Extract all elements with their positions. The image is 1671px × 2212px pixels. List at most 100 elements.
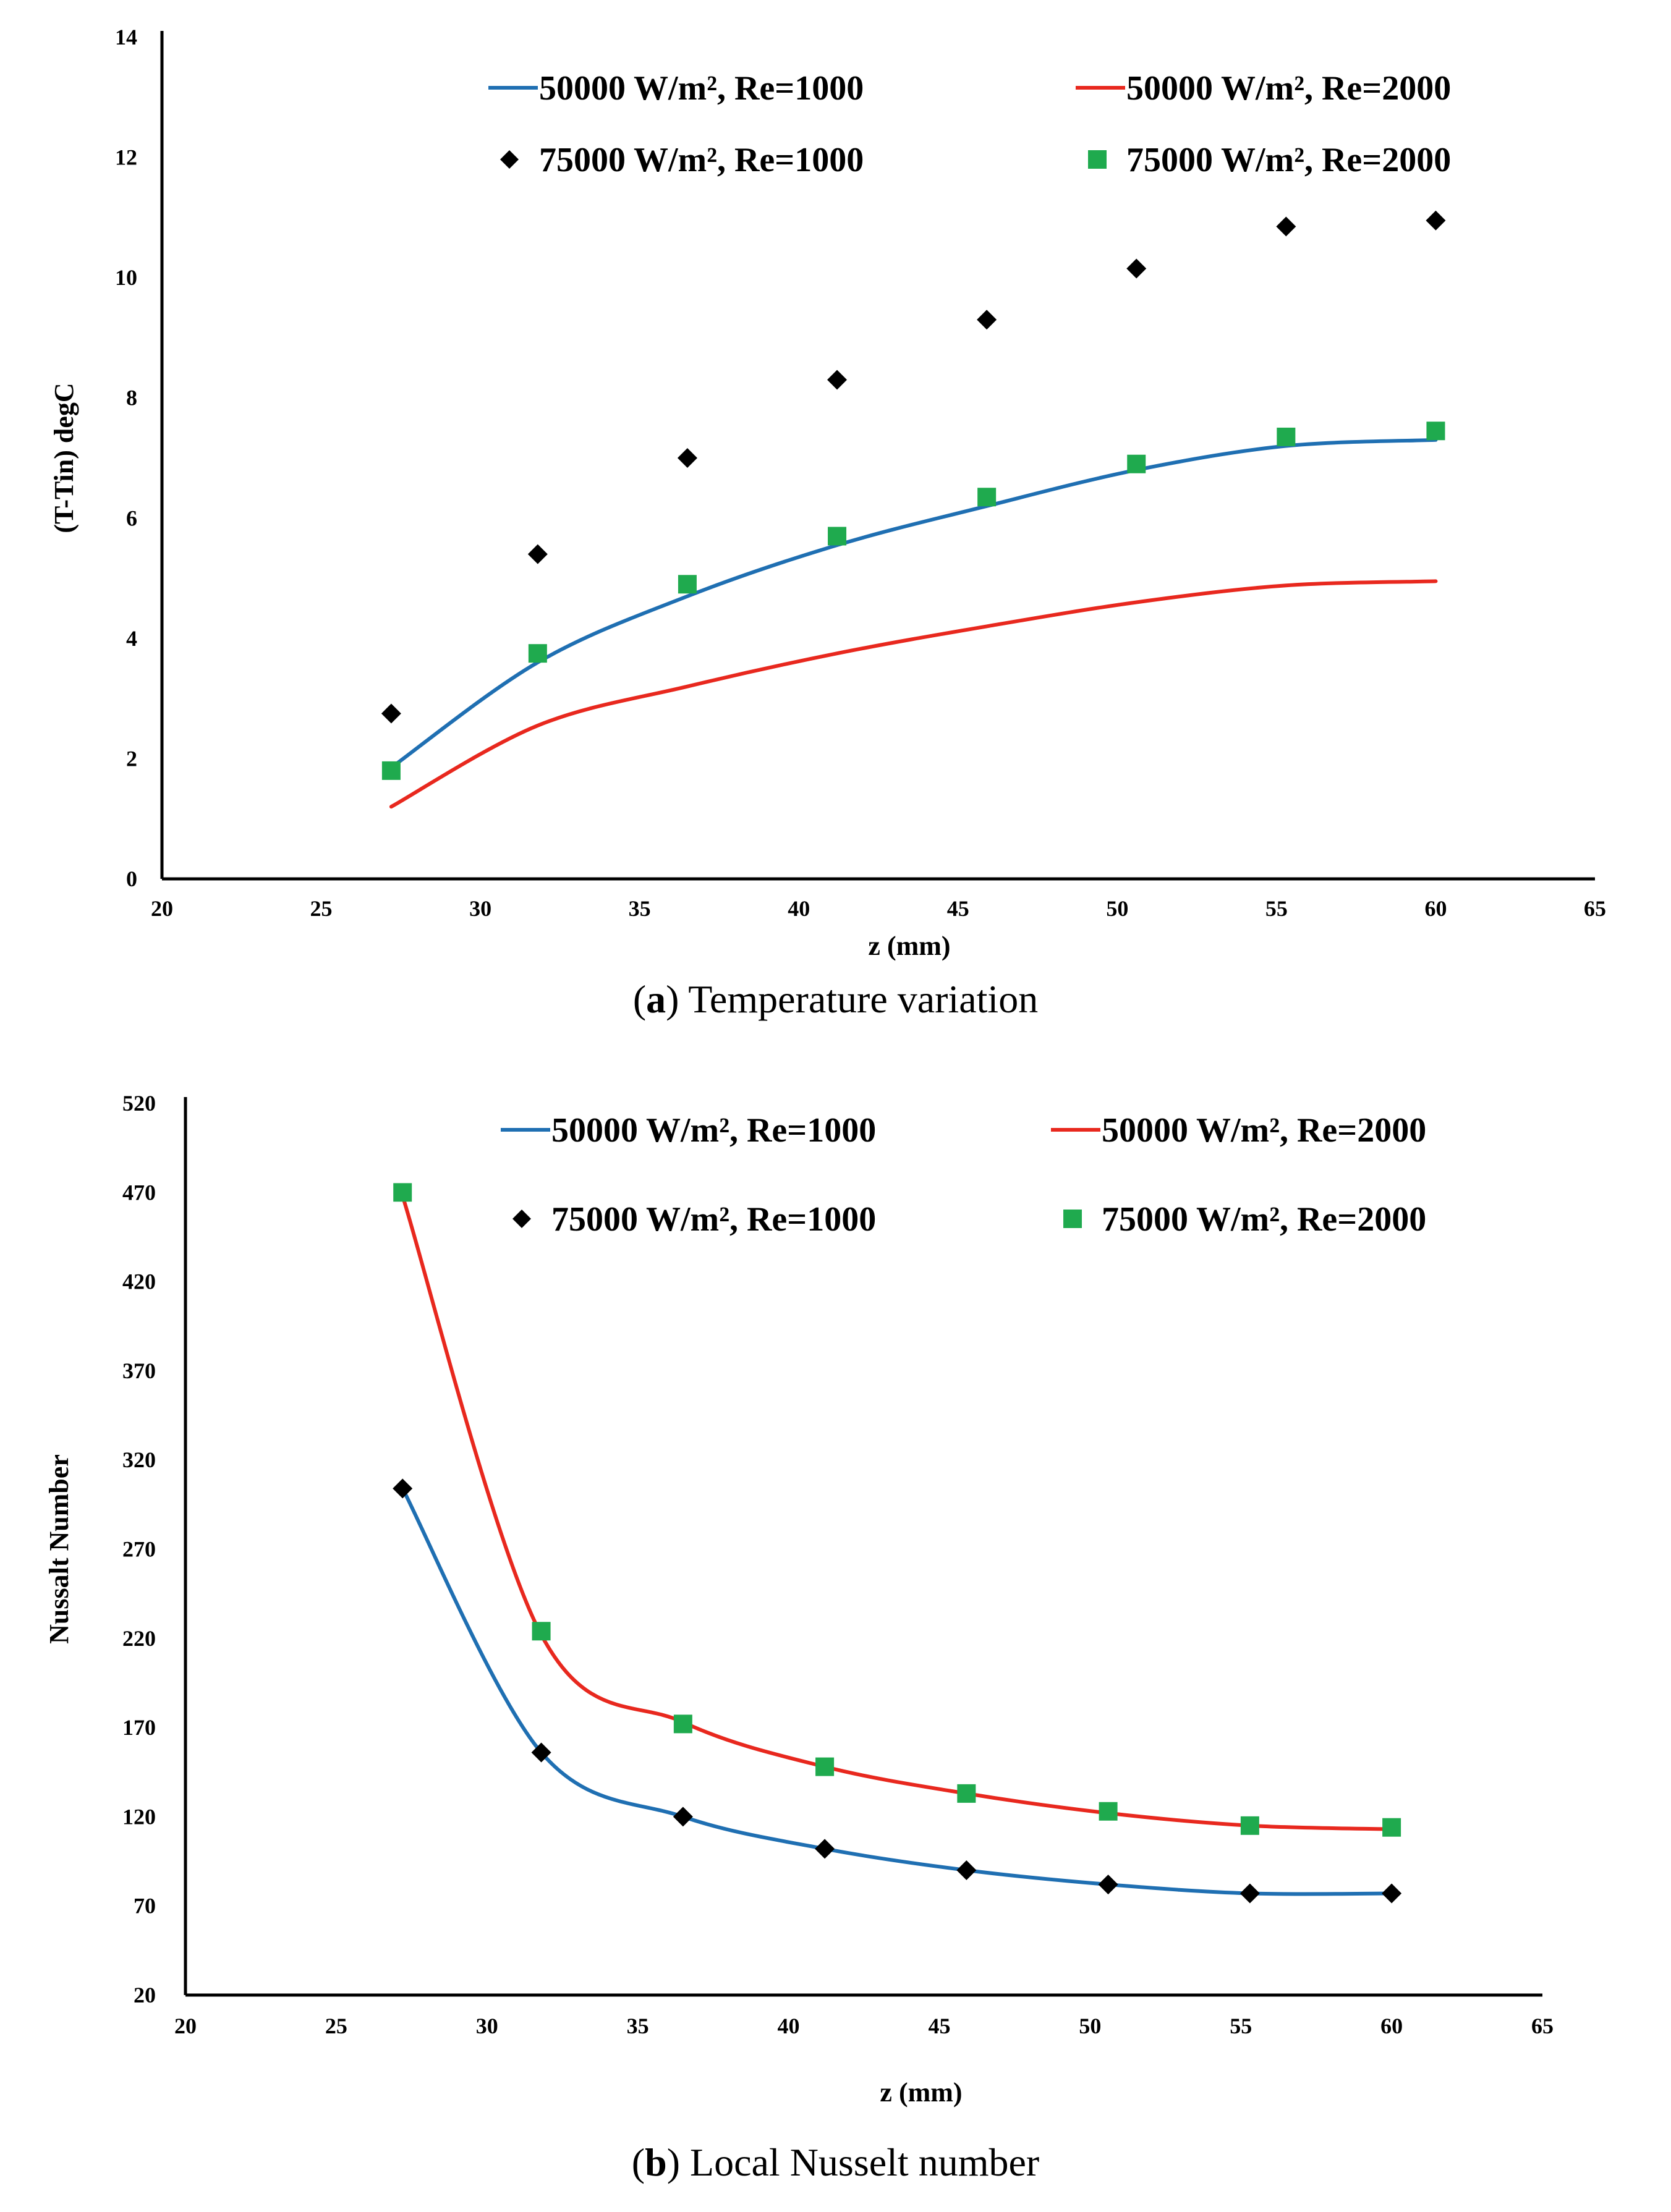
data-point-square <box>1240 1816 1259 1835</box>
y-tick-label: 10 <box>115 265 137 290</box>
series-line <box>389 438 1438 770</box>
y-axis-label: (T-Tin) degC <box>49 383 79 533</box>
legend-label: 50000 W/m², Re=1000 <box>551 1111 876 1150</box>
legend-label: 50000 W/m², Re=1000 <box>539 69 864 108</box>
data-point-diamond <box>1276 216 1296 237</box>
data-point-diamond <box>527 544 548 564</box>
y-axis-label: Nussalt Number <box>44 1454 74 1644</box>
data-point-diamond <box>1126 258 1147 279</box>
y-tick-label: 370 <box>122 1358 156 1383</box>
data-point-diamond <box>815 1839 835 1859</box>
x-tick-label: 25 <box>310 896 333 921</box>
x-tick-label: 65 <box>1531 2014 1554 2038</box>
x-axis-label: z (mm) <box>880 2077 962 2108</box>
x-tick-label: 45 <box>947 896 969 921</box>
figure-a: 20 25 30 35 40 45 50 55 60 65 0 2 4 6 8 10 12 14 z (mm) (T-… <box>0 0 1671 1051</box>
x-tick-label: 60 <box>1424 896 1447 921</box>
x-tick-label: 60 <box>1380 2014 1403 2038</box>
y-tick-label: 12 <box>115 145 137 170</box>
data-point-square <box>1127 454 1146 473</box>
y-tick-label: 270 <box>122 1537 156 1562</box>
y-tick-label: 220 <box>122 1626 156 1651</box>
series-line <box>389 579 1438 809</box>
data-point-diamond <box>531 1742 551 1763</box>
y-tick-label: 70 <box>134 1894 156 1918</box>
legend-swatch-square <box>1063 1210 1082 1228</box>
x-axis-label: z (mm) <box>868 931 950 961</box>
y-tick-label: 14 <box>115 25 137 49</box>
y-tick-label: 4 <box>126 626 137 651</box>
data-point-square <box>815 1757 835 1776</box>
legend-swatch-diamond <box>512 1210 531 1228</box>
x-tick-label: 55 <box>1230 2014 1252 2038</box>
data-point-square <box>1277 427 1296 446</box>
x-tick-label: 30 <box>476 2014 498 2038</box>
legend-swatch-diamond <box>500 150 519 169</box>
data-point-square <box>1382 1818 1401 1837</box>
legend-label: 50000 W/m², Re=2000 <box>1126 69 1451 108</box>
x-tick-label: 40 <box>778 2014 800 2038</box>
y-tick-label: 2 <box>126 746 137 771</box>
data-point-square <box>678 575 697 594</box>
data-point-diamond <box>1098 1875 1118 1895</box>
chart-b-svg: 20 25 30 35 40 45 50 55 60 65 20 70 120 170 220 270 320 3… <box>44 1091 1554 2108</box>
data-point-square <box>532 1622 551 1641</box>
data-point-diamond <box>827 370 848 390</box>
data-point-diamond <box>677 448 697 468</box>
x-tick-label: 20 <box>151 896 173 921</box>
y-tick-label: 320 <box>122 1447 156 1472</box>
y-tick-label: 420 <box>122 1269 156 1294</box>
data-point-diamond <box>673 1807 693 1827</box>
data-point-square <box>381 761 401 780</box>
x-tick-label: 35 <box>629 896 651 921</box>
x-tick-label: 40 <box>788 896 810 921</box>
caption-a-letter: a <box>646 977 666 1021</box>
y-tick-label: 470 <box>122 1180 156 1205</box>
data-point-diamond <box>1239 1883 1260 1904</box>
data-point-diamond <box>977 310 997 330</box>
chart-a-svg: 20 25 30 35 40 45 50 55 60 65 0 2 4 6 8 10 12 14 z (mm) (T-… <box>49 25 1606 961</box>
x-tick-label: 50 <box>1079 2014 1101 2038</box>
series-line <box>401 1194 1394 1831</box>
y-tick-label: 6 <box>126 506 137 530</box>
data-point-square <box>1099 1802 1118 1821</box>
legend-label: 75000 W/m², Re=2000 <box>1102 1200 1426 1239</box>
x-tick-label: 55 <box>1265 896 1288 921</box>
x-tick-label: 35 <box>627 2014 649 2038</box>
data-point-square <box>393 1183 412 1202</box>
y-tick-label: 170 <box>122 1715 156 1740</box>
legend-label: 75000 W/m², Re=1000 <box>539 141 864 179</box>
legend-label: 75000 W/m², Re=1000 <box>551 1200 876 1239</box>
series-line <box>401 1486 1394 1896</box>
y-tick-label: 120 <box>122 1804 156 1829</box>
data-point-square <box>1426 422 1445 441</box>
caption-b-text: Local Nusselt number <box>690 2140 1040 2184</box>
data-point-diamond <box>956 1860 977 1880</box>
caption-b-letter: b <box>645 2140 667 2184</box>
legend-label: 50000 W/m², Re=2000 <box>1102 1111 1426 1150</box>
x-tick-label: 20 <box>174 2014 197 2038</box>
y-tick-label: 520 <box>122 1091 156 1116</box>
x-tick-label: 30 <box>469 896 491 921</box>
data-point-diamond <box>1382 1883 1402 1904</box>
x-tick-label: 45 <box>928 2014 950 2038</box>
data-point-diamond <box>1426 210 1446 231</box>
y-tick-label: 8 <box>126 386 137 410</box>
legend-swatch-square <box>1088 150 1107 169</box>
figure-b: 20 25 30 35 40 45 50 55 60 65 20 70 120 170 220 270 320 3… <box>0 1051 1671 2212</box>
x-tick-label: 25 <box>325 2014 347 2038</box>
data-point-square <box>957 1784 976 1803</box>
caption-a-text: Temperature variation <box>688 977 1039 1021</box>
x-tick-label: 65 <box>1584 896 1606 921</box>
data-point-square <box>977 488 997 507</box>
data-point-square <box>673 1714 692 1734</box>
y-tick-label: 0 <box>126 867 137 891</box>
legend-label: 75000 W/m², Re=2000 <box>1126 141 1451 179</box>
y-tick-label: 20 <box>134 1983 156 2007</box>
caption-b: (b) Local Nusselt number <box>631 2140 1040 2184</box>
data-point-diamond <box>381 703 401 724</box>
data-point-square <box>528 644 547 663</box>
x-tick-label: 50 <box>1106 896 1128 921</box>
data-point-diamond <box>393 1478 413 1499</box>
data-point-square <box>828 527 847 546</box>
